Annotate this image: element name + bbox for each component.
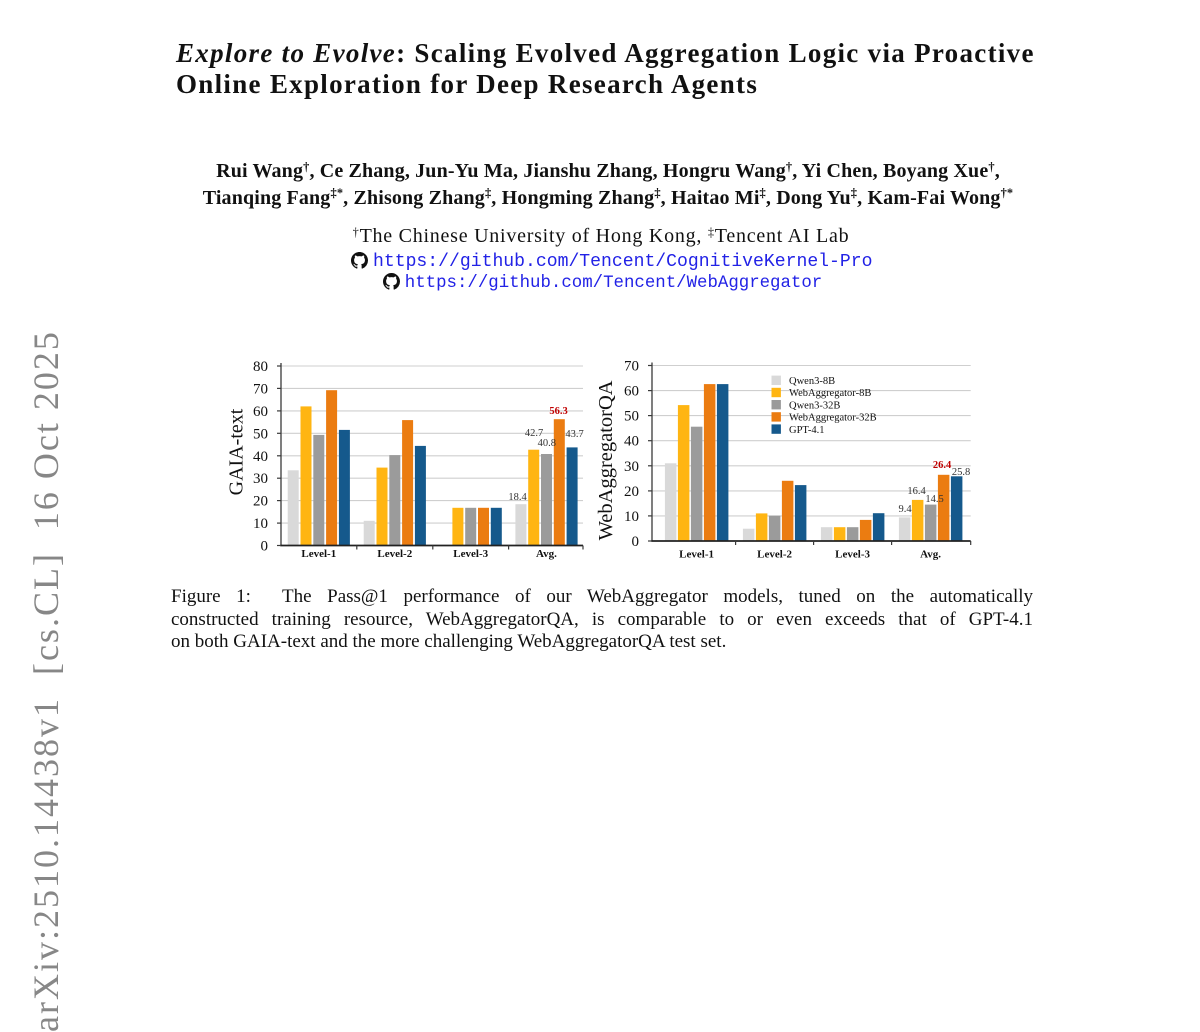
svg-text:56.3: 56.3 — [549, 406, 567, 417]
svg-text:18.4: 18.4 — [508, 492, 527, 503]
svg-text:40.8: 40.8 — [538, 438, 556, 449]
svg-text:60: 60 — [253, 404, 268, 420]
svg-text:Level-1: Level-1 — [679, 549, 714, 561]
svg-text:Level-2: Level-2 — [757, 549, 792, 561]
svg-text:10: 10 — [624, 509, 639, 525]
svg-text:20: 20 — [624, 484, 639, 500]
svg-text:Level-1: Level-1 — [301, 548, 336, 560]
svg-text:26.4: 26.4 — [933, 460, 952, 471]
svg-text:0: 0 — [261, 539, 269, 555]
svg-text:60: 60 — [624, 384, 639, 400]
svg-text:50: 50 — [253, 426, 268, 442]
svg-text:Level-3: Level-3 — [453, 548, 488, 560]
svg-text:70: 70 — [624, 359, 639, 375]
svg-text:50: 50 — [624, 409, 639, 425]
svg-text:40: 40 — [253, 449, 268, 465]
svg-text:GPT-4.1: GPT-4.1 — [789, 425, 825, 436]
svg-text:9.4: 9.4 — [898, 504, 912, 515]
svg-text:40: 40 — [624, 434, 639, 450]
svg-text:42.7: 42.7 — [525, 428, 543, 439]
svg-text:WebAggregator-8B: WebAggregator-8B — [789, 388, 871, 399]
svg-text:WebAggregatorQA: WebAggregatorQA — [595, 380, 617, 540]
svg-text:25.8: 25.8 — [952, 467, 970, 478]
svg-text:Level-3: Level-3 — [835, 549, 870, 561]
svg-text:10: 10 — [253, 516, 268, 532]
svg-text:70: 70 — [253, 381, 268, 397]
svg-text:Avg.: Avg. — [920, 549, 941, 561]
svg-text:Qwen3-8B: Qwen3-8B — [789, 376, 835, 387]
svg-text:Level-2: Level-2 — [377, 548, 412, 560]
svg-text:Qwen3-32B: Qwen3-32B — [789, 400, 840, 411]
svg-text:30: 30 — [624, 459, 639, 475]
svg-text:14.5: 14.5 — [925, 494, 943, 505]
svg-text:WebAggregator-32B: WebAggregator-32B — [789, 413, 877, 424]
svg-text:43.7: 43.7 — [565, 429, 583, 440]
svg-text:30: 30 — [253, 471, 268, 487]
svg-text:20: 20 — [253, 494, 268, 510]
svg-text:16.4: 16.4 — [907, 486, 926, 497]
svg-text:Avg.: Avg. — [536, 548, 557, 560]
svg-text:80: 80 — [253, 359, 268, 375]
svg-text:GAIA-text: GAIA-text — [226, 408, 248, 495]
svg-text:0: 0 — [632, 534, 640, 550]
